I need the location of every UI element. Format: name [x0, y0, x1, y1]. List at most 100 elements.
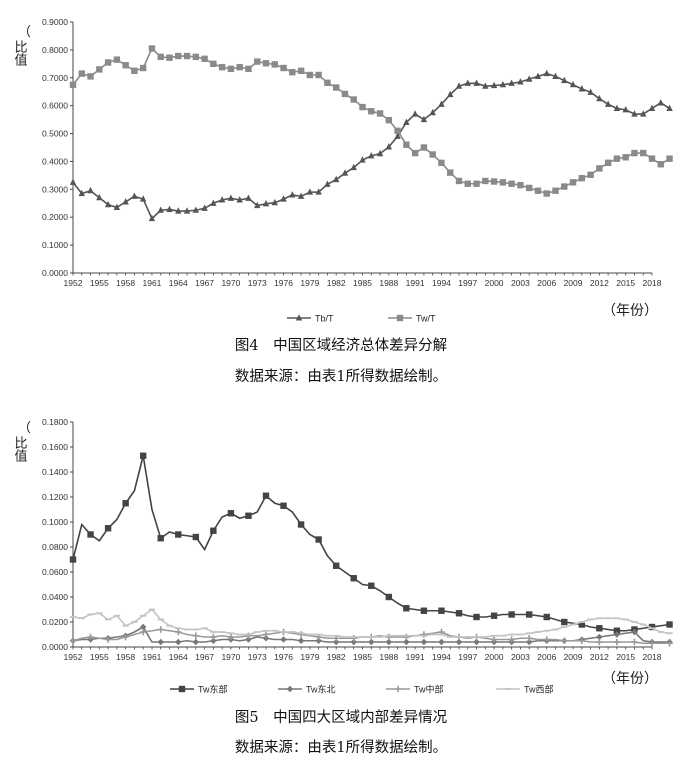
chart2-point: [350, 636, 357, 638]
chart1-point: [139, 195, 147, 202]
chart2-point: [420, 607, 428, 614]
chart1-xtick-label: 2009: [564, 278, 583, 288]
chart1-series-line-0: [72, 72, 670, 220]
chart1-point: [552, 72, 559, 79]
chart1-point: [289, 191, 296, 198]
chart1-point: [218, 63, 226, 71]
chart2-point: [385, 634, 393, 637]
chart2-xtick-label: 1964: [169, 652, 188, 662]
chart2-xtick-label: 2015: [616, 652, 635, 662]
chart2-point: [596, 638, 603, 646]
chart2-point: [438, 607, 445, 614]
chart2-legend-marker: [394, 685, 402, 693]
chart1-point: [666, 155, 673, 162]
chart1-legend-label: Tb/T: [315, 314, 334, 324]
chart2-point: [385, 638, 393, 646]
chart2-ytick-label: 0.1200: [42, 492, 68, 502]
chart1-point: [517, 181, 524, 189]
chart1-point: [166, 205, 173, 212]
chart2-point: [104, 636, 112, 643]
chart1-point: [429, 151, 436, 158]
chart1-point: [631, 110, 638, 117]
chart1-point: [350, 96, 357, 103]
chart1-xtick-label: 1973: [248, 278, 267, 288]
chart1-point: [499, 179, 507, 186]
chart1-point: [69, 178, 77, 185]
chart2-point: [210, 633, 217, 641]
chart1-xtick-label: 1967: [195, 278, 214, 288]
chart2-legend-label: Tw东北: [306, 684, 336, 695]
chart2-xtick-label: 1973: [248, 652, 267, 662]
chart1-point: [490, 178, 498, 185]
chart1-point: [332, 84, 340, 91]
chart2-legend-label: Tw中部: [414, 684, 444, 695]
chart1-point: [280, 195, 287, 202]
chart2-xtick-label: 1967: [195, 652, 214, 662]
chart2-point: [332, 562, 340, 569]
chart1-xtick-label: 1976: [274, 278, 293, 288]
chart1-point: [139, 64, 147, 72]
chart2-point: [561, 637, 568, 644]
chart2-point: [490, 612, 498, 619]
chart1-axes: 0.0000 0.1000 0.2000 0.3000 0.4000 0.5000 0.60…: [42, 17, 662, 288]
chart2-point: [192, 638, 200, 646]
chart2-point: [166, 624, 173, 627]
chart2-point: [148, 608, 156, 611]
chart1-point: [236, 196, 243, 203]
chart2-point: [359, 636, 366, 638]
chart2-xunit: （年份）: [602, 671, 658, 687]
chart2-point: [403, 633, 410, 641]
chart2-point: [403, 605, 410, 612]
chart2-axes: 0.0000 0.0200 0.0400 0.0600 0.0800 0.1000 0.12…: [42, 417, 662, 662]
chart2-point: [376, 636, 384, 638]
chart2-series-points-0: [69, 452, 673, 634]
chart1-xtick-label: 1997: [458, 278, 477, 288]
chart2-xtick-label: 1961: [142, 652, 161, 662]
chart2-point: [411, 634, 419, 637]
chart2-point: [420, 631, 428, 638]
chart2-point: [122, 624, 129, 627]
chart1-xunit: （年份）: [602, 303, 658, 319]
chart1-point: [297, 67, 305, 75]
chart2-xtick-label: 1985: [353, 652, 372, 662]
chart1-point: [587, 88, 594, 95]
chart1-point: [482, 177, 489, 185]
chart2-point: [613, 627, 621, 634]
chart1-point: [403, 141, 410, 148]
chart1-caption: 图4 中国区域经济总体差异分解: [235, 337, 447, 354]
chart1-point: [543, 190, 550, 197]
chart2-ytick-label: 0.0400: [42, 592, 68, 602]
chart1-point: [148, 45, 156, 52]
chart1-point: [464, 180, 471, 187]
chart1-point: [254, 58, 261, 65]
chart2-point: [631, 628, 638, 636]
chart2-point: [332, 638, 340, 646]
chart1-point: [657, 99, 664, 106]
chart1-point: [394, 132, 401, 139]
chart1-point: [96, 193, 103, 201]
chart1-ytick-label: 0.8000: [42, 45, 68, 55]
chart1-ytick-label: 0.9000: [42, 17, 68, 27]
chart1-point: [394, 127, 401, 134]
chart2-point: [192, 628, 200, 631]
chart1-point: [280, 64, 287, 72]
chart2-point: [227, 632, 235, 635]
chart1-xtick-label: 1982: [327, 278, 346, 288]
chart2-point: [525, 638, 533, 646]
chart1-ytick-label: 0.0000: [42, 268, 68, 278]
chart1-point: [236, 63, 243, 71]
chart1-point: [385, 143, 393, 150]
chart2-point: [192, 533, 200, 541]
chart2-point: [561, 626, 568, 628]
chart1-ylabel-open: （: [18, 25, 31, 40]
chart1-point: [420, 115, 428, 123]
chart1-point: [508, 79, 515, 86]
chart2-point: [306, 633, 314, 636]
chart2-point: [385, 633, 393, 641]
chart2-point: [552, 628, 559, 631]
chart1-point: [131, 67, 138, 75]
chart2-xtick-label: 2012: [590, 652, 609, 662]
chart2-point: [157, 638, 164, 646]
chart2-point: [210, 527, 217, 534]
